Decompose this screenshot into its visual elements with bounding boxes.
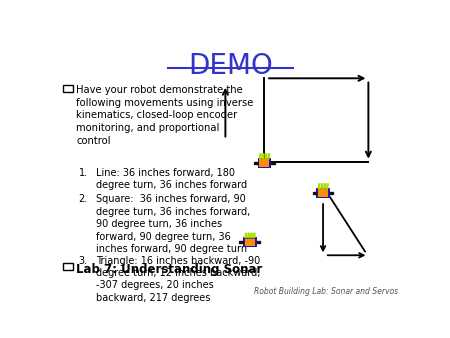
Text: 1.: 1. [78, 168, 88, 178]
FancyBboxPatch shape [63, 85, 73, 92]
Bar [245, 239, 255, 246]
Text: Robot Building Lab: Sonar and Servos: Robot Building Lab: Sonar and Servos [254, 287, 398, 296]
Bar [239, 241, 243, 243]
Bar [260, 159, 270, 167]
Text: Lab 7: Understanding Sonar: Lab 7: Understanding Sonar [76, 263, 263, 276]
Bar [318, 189, 328, 196]
Bar [271, 162, 275, 164]
Bar [256, 241, 260, 243]
FancyBboxPatch shape [63, 263, 73, 270]
Bar [316, 188, 330, 198]
Bar [257, 158, 271, 168]
Text: 2.: 2. [78, 194, 88, 204]
Text: Triangle: 16 inches backward, -90
degree turn, 12 inches backward,
-307 degrees,: Triangle: 16 inches backward, -90 degree… [96, 256, 261, 303]
Text: Square:  36 inches forward, 90
degree turn, 36 inches forward,
90 degree turn, 3: Square: 36 inches forward, 90 degree tur… [96, 194, 251, 254]
Text: DEMO: DEMO [188, 52, 273, 80]
Text: Line: 36 inches forward, 180
degree turn, 36 inches forward: Line: 36 inches forward, 180 degree turn… [96, 168, 248, 191]
Text: Have your robot demonstrate the
following movements using inverse
kinematics, cl: Have your robot demonstrate the followin… [76, 85, 254, 146]
Bar [313, 192, 316, 194]
Bar [243, 237, 256, 247]
Text: 3.: 3. [78, 256, 88, 266]
Bar [254, 162, 257, 164]
Bar [330, 192, 333, 194]
